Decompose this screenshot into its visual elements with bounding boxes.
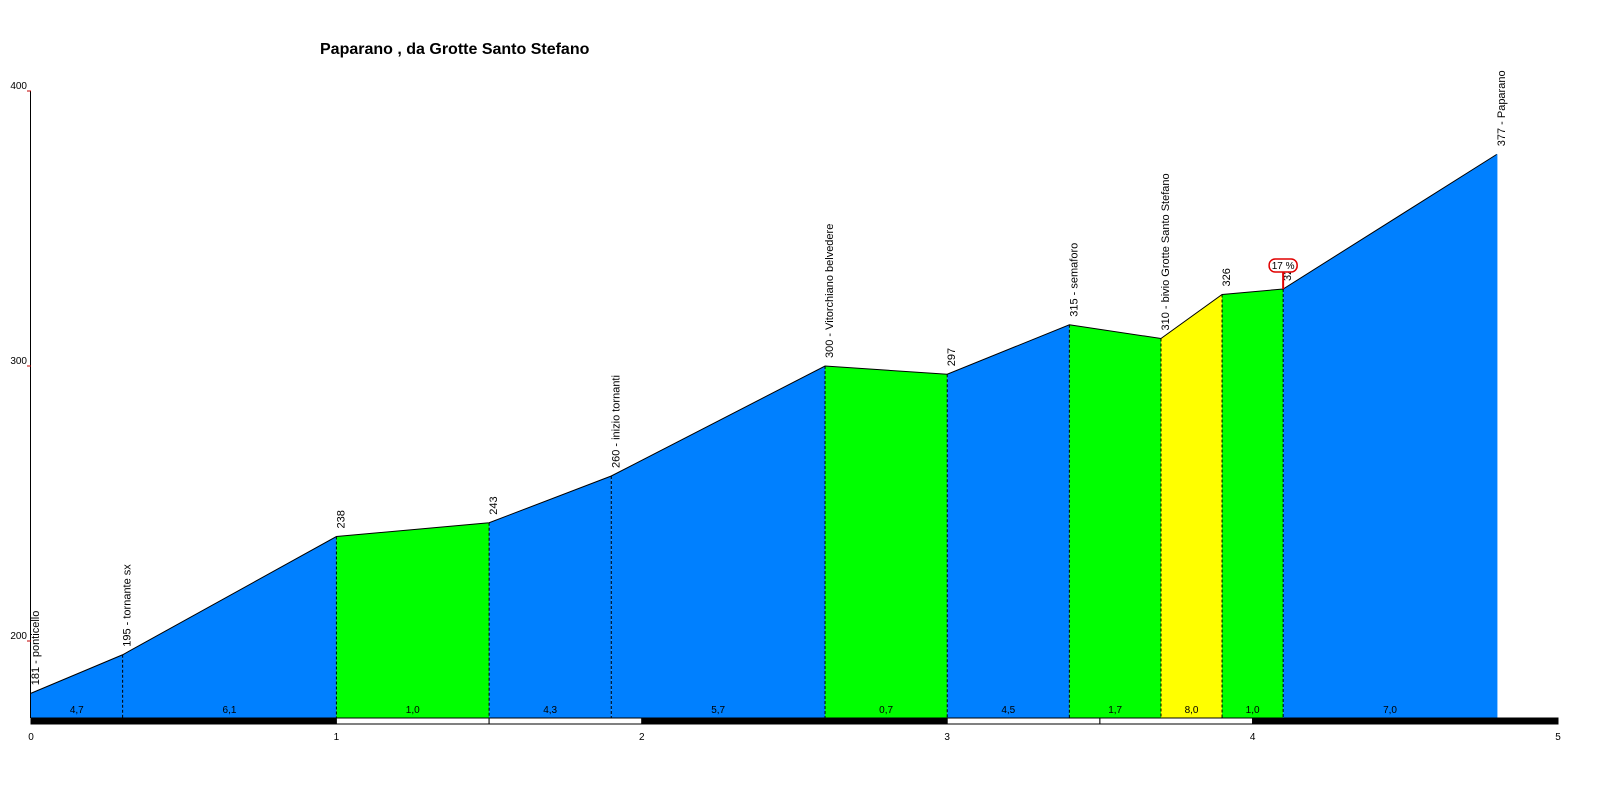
profile-segment-5 [611,366,826,718]
segment-grade-label: 1,7 [1108,705,1122,716]
km-bar-block [183,717,337,725]
profile-segment-9 [1160,294,1223,718]
profile-segment-6 [825,366,948,718]
elevation-label: 260 - inizio tornanti [610,375,622,468]
x-tick-label: 3 [944,732,950,743]
segment-grade-label: 6,1 [223,705,237,716]
profile-segment-3 [336,522,490,718]
x-tick-label: 2 [639,732,645,743]
profile-segment-4 [489,476,612,718]
y-tick-label: 300 [10,356,27,367]
x-tick-label: 1 [334,732,340,743]
km-bar-block [794,717,948,725]
km-bar-block [641,717,795,725]
km-bar-block [488,717,643,725]
max-grade-label: 17 % [1272,261,1295,272]
km-bar-block [1099,717,1254,725]
y-tick-label: 200 [10,631,27,642]
segment-grade-label: 8,0 [1185,705,1199,716]
profile-segment-2 [122,536,337,718]
segment-grade-label: 7,0 [1383,705,1397,716]
segment-grade-label: 0,7 [879,705,893,716]
x-tick-label: 4 [1250,732,1256,743]
elevation-label: 238 [335,510,347,528]
profile-segment-10 [1222,289,1284,718]
profile-segment-8 [1069,324,1161,718]
segment-grade-label: 4,5 [1001,705,1015,716]
elevation-label: 243 [488,496,500,514]
elevation-label: 195 - tornante sx [122,564,134,647]
profile-segment-1 [31,654,123,718]
segment-grade-label: 5,7 [711,705,725,716]
km-bar-block [30,717,185,725]
elevation-label: 315 - semaforo [1068,243,1080,317]
elevation-label: 300 - Vitorchiano belvedere [824,224,836,358]
segment-grade-label: 1,0 [406,705,420,716]
km-bar-block [1404,717,1559,725]
y-tick-label: 400 [10,81,27,92]
profile-line [30,153,1498,694]
elevation-label: 377 - Paparano [1496,70,1508,146]
segment-grade-label: 4,7 [70,705,84,716]
km-bar-block [1252,717,1406,725]
elevation-label: 297 [946,348,958,366]
max-grade-badge [1268,258,1298,273]
elevation-label: 181 - ponticello [30,611,42,686]
elevation-label: 310 - bivio Grotte Santo Stefano [1160,173,1172,330]
x-tick-label: 0 [28,732,34,743]
elevation-label: 326 [1221,268,1233,286]
km-bar-block [946,717,1101,725]
x-tick-label: 5 [1555,732,1561,743]
profile-segment-11 [1283,154,1497,718]
km-bar-block [335,717,490,725]
segment-grade-label: 4,3 [543,705,557,716]
chart-title: Paparano , da Grotte Santo Stefano [320,41,590,58]
profile-segment-7 [947,324,1070,718]
segment-grade-label: 1,0 [1246,705,1260,716]
